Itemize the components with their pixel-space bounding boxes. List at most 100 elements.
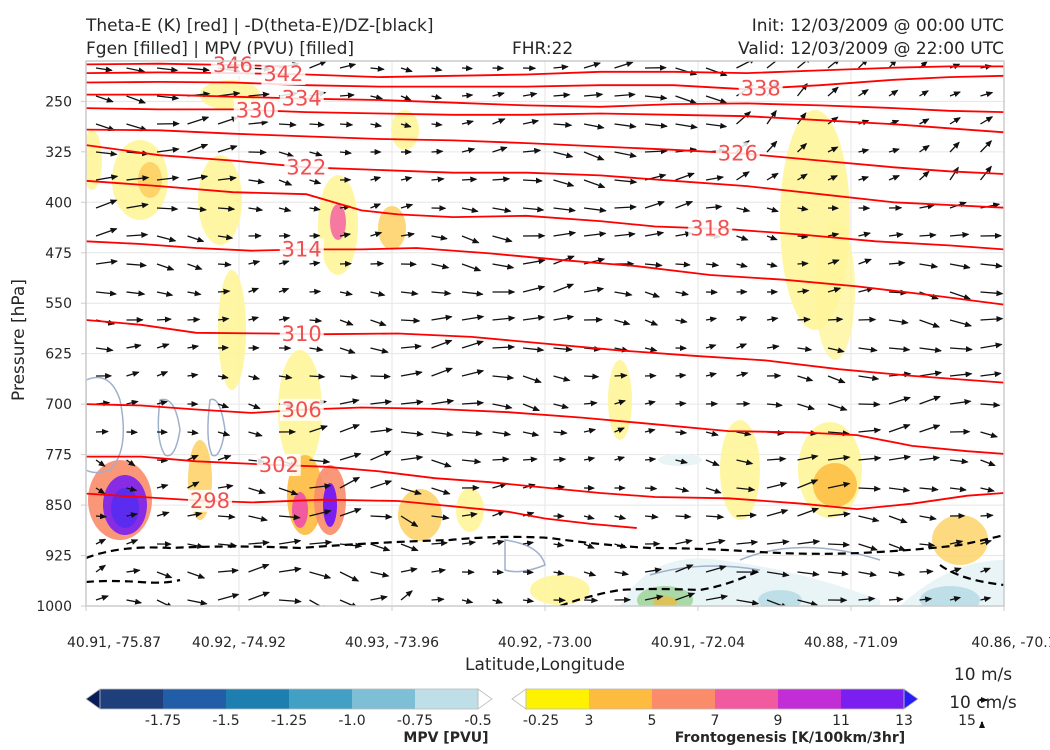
- wind-vector: [522, 91, 538, 98]
- wind-vector: [126, 290, 146, 297]
- wind-vector: [187, 481, 200, 489]
- colorbar-tick-label: -1.5: [212, 713, 239, 729]
- wind-vector: [614, 570, 630, 577]
- wind-vector: [309, 288, 322, 295]
- wind-vector: [797, 479, 819, 489]
- wind-vector: [95, 564, 107, 573]
- y-axis-label: Pressure [hPa]: [9, 279, 29, 401]
- wind-vector: [583, 570, 597, 577]
- wind-vector: [248, 206, 264, 213]
- wind-vector: [980, 116, 994, 125]
- contour-label-bg: [261, 63, 306, 86]
- wind-vector: [431, 398, 455, 405]
- wind-vector: [888, 89, 899, 97]
- wind-vector: [980, 140, 993, 153]
- wind-vector: [370, 594, 388, 601]
- wind-vector: [858, 175, 870, 182]
- wind-vector: [431, 290, 452, 297]
- wind-vector: [309, 539, 333, 546]
- wind-vector: [400, 176, 413, 182]
- wind-vector: [797, 205, 809, 212]
- colorbar-tick-label: -0.75: [397, 713, 433, 729]
- wind-vector: [614, 61, 634, 69]
- wind-vector: [431, 121, 443, 128]
- wind-vector: [95, 487, 106, 495]
- wind-vector: [736, 459, 754, 466]
- x-axis-ticks: 40.91, -75.87 40.92, -74.92 40.93, -73.96 4…: [67, 606, 1050, 651]
- wind-vector: [1011, 372, 1029, 376]
- colorbar-tick-label: -0.5: [464, 713, 491, 729]
- wind-vector: [858, 61, 869, 69]
- wind-vector: [187, 263, 203, 270]
- wind-vector: [278, 287, 290, 294]
- wind-vector: [309, 458, 331, 465]
- wind-vector: [95, 513, 107, 520]
- wind-vector: [431, 93, 443, 100]
- wind-vector: [919, 424, 941, 433]
- theta-e-label-306: 306: [282, 398, 322, 422]
- y-tick-label: 925: [45, 549, 72, 565]
- wind-vector: [309, 150, 323, 157]
- wind-vector: [705, 430, 719, 437]
- wind-vector: [1011, 600, 1022, 601]
- wind-vector: [431, 459, 452, 468]
- theta-e-label-322: 322: [286, 155, 326, 179]
- wind-vector: [522, 456, 538, 463]
- wind-vector: [614, 372, 628, 379]
- wind-vector: [583, 400, 598, 407]
- wind-vector: [400, 317, 421, 324]
- wind-vector: [980, 91, 994, 98]
- theta-e-contour-310: [86, 319, 1004, 384]
- wind-vector: [95, 595, 109, 601]
- wind-vector: [553, 121, 573, 128]
- wind-vector: [553, 569, 565, 576]
- wind-vector: [400, 66, 413, 73]
- wind-vector: [156, 316, 172, 323]
- wind-vector: [949, 166, 959, 181]
- wind-vector: [858, 571, 877, 578]
- wind-vector: [187, 543, 205, 549]
- wind-vector: [156, 371, 169, 377]
- wind-vector: [431, 263, 450, 270]
- wind-vector: [156, 235, 177, 243]
- wind-vector: [431, 367, 453, 377]
- wind-vector: [827, 430, 850, 437]
- wind-vector: [705, 538, 726, 545]
- wind-vector: [492, 207, 512, 214]
- wind-vector: [919, 232, 937, 239]
- wind-vector: [339, 476, 361, 489]
- wind-vector: [553, 403, 569, 410]
- wind-vector: [583, 179, 606, 189]
- valid-time: Valid: 12/03/2009 @ 22:00 UTC: [738, 39, 1004, 59]
- wind-vector: [705, 316, 718, 323]
- wind-vector: [858, 346, 878, 353]
- wind-vector: [980, 262, 1003, 269]
- y-tick-label: 250: [45, 94, 72, 110]
- colorbar-tick-label: -1.75: [145, 713, 181, 729]
- wind-vector: [187, 344, 200, 351]
- wind-vector: [187, 454, 199, 461]
- wind-vector: [217, 205, 236, 212]
- colorbar-tick-label: 13: [895, 713, 913, 729]
- wind-vector: [431, 66, 443, 72]
- wind-vector: [461, 263, 482, 272]
- wind-vector: [187, 206, 207, 213]
- colorbar-tick-label: 7: [711, 713, 720, 729]
- wind-vector: [583, 257, 606, 265]
- wind-vector: [187, 571, 206, 579]
- wind-vector: [461, 65, 473, 72]
- x-tick-label: 40.92, -74.92: [192, 635, 286, 651]
- wind-vector: [705, 343, 717, 350]
- wind-vector: [736, 343, 748, 350]
- colorbar-extend-right: [477, 688, 493, 710]
- wind-vector: [858, 316, 877, 323]
- theta-e-label-318: 318: [690, 217, 730, 241]
- wind-vector: [553, 179, 575, 188]
- wind-vector: [675, 200, 694, 209]
- wind-vector: [431, 431, 454, 438]
- wind-vector: [675, 564, 694, 573]
- wind-vector: [675, 486, 690, 493]
- wind-vector: [492, 456, 510, 463]
- wind-vector: [644, 230, 665, 237]
- wind-vector: [644, 122, 668, 129]
